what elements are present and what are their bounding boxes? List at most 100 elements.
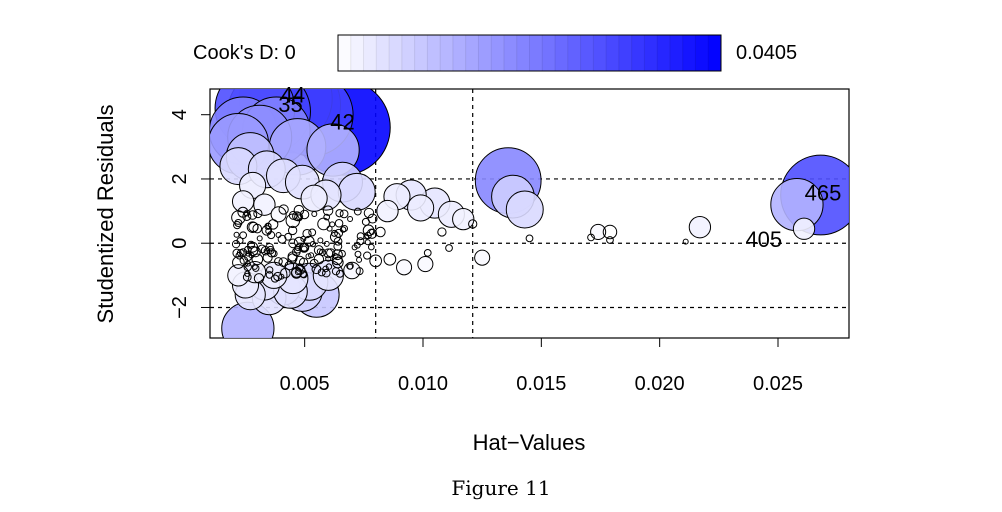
data-point [242, 211, 252, 221]
data-point [407, 194, 435, 222]
data-point [383, 252, 397, 266]
data-point [260, 245, 271, 256]
data-point [334, 218, 344, 228]
data-point [364, 239, 371, 246]
scale-step [376, 35, 390, 71]
data-points [210, 89, 849, 338]
data-point [284, 260, 295, 271]
scale-step [682, 35, 696, 71]
data-point [267, 219, 279, 230]
data-point [238, 248, 248, 257]
data-point [317, 268, 326, 277]
scale-step [350, 35, 365, 71]
data-point [376, 199, 399, 223]
scale-bar-border [337, 34, 722, 72]
data-point [369, 254, 383, 268]
scale-step [657, 35, 671, 71]
data-point [243, 262, 252, 272]
data-point [367, 213, 378, 224]
data-point [270, 206, 287, 223]
scale-step [555, 35, 569, 71]
point-label: 44 [281, 82, 305, 107]
data-point [265, 271, 274, 279]
scale-step [389, 35, 403, 71]
data-point [253, 273, 265, 284]
y-axis: −2 0 2 4 [169, 109, 210, 319]
data-point [239, 256, 249, 265]
data-point [682, 238, 689, 245]
scale-step [695, 35, 709, 71]
data-point [332, 252, 339, 259]
data-point [261, 225, 273, 236]
data-point [277, 234, 287, 244]
data-point [351, 244, 358, 251]
x-tick-label: 0.005 [280, 373, 330, 395]
data-point [325, 255, 332, 262]
data-point [300, 184, 328, 212]
data-point [339, 209, 349, 219]
data-point [468, 219, 478, 229]
y-tick-label: 0 [169, 238, 191, 249]
scale-max-label: 0.0405 [736, 42, 797, 64]
y-tick-label: 4 [169, 109, 191, 120]
data-point [474, 249, 491, 266]
data-point [293, 236, 305, 248]
data-point [266, 266, 274, 274]
scale-step [593, 35, 607, 71]
data-point [270, 274, 280, 283]
data-point [311, 210, 318, 217]
data-point [309, 258, 319, 268]
data-point [294, 212, 304, 222]
data-point [354, 250, 362, 258]
data-point [356, 237, 365, 246]
scale-step [516, 35, 530, 71]
scale-step [708, 35, 722, 71]
data-point [322, 268, 331, 278]
data-point [256, 235, 263, 242]
data-point [247, 210, 258, 220]
x-tick-label: 0.025 [753, 373, 803, 395]
data-point [290, 267, 302, 279]
data-point [337, 172, 376, 211]
data-point [356, 256, 363, 263]
data-point [340, 225, 349, 233]
x-tick-label: 0.015 [516, 373, 566, 395]
data-point [339, 226, 347, 233]
point-label: 42 [330, 110, 354, 135]
data-point [333, 236, 343, 246]
data-point [253, 208, 263, 219]
data-point [263, 247, 270, 254]
data-point [239, 231, 248, 240]
data-point [336, 269, 344, 278]
data-point [396, 259, 413, 276]
data-point [363, 207, 375, 219]
x-tick-label: 0.020 [635, 373, 685, 395]
x-axis: 0.005 0.010 0.015 0.020 0.025 [280, 337, 803, 395]
data-point [248, 252, 255, 259]
data-point [323, 248, 334, 259]
data-point [346, 262, 354, 270]
scale-step [363, 35, 377, 71]
data-point [367, 243, 375, 251]
data-point [606, 236, 614, 244]
data-point [363, 251, 372, 260]
data-point [274, 257, 283, 266]
data-point [251, 253, 264, 266]
data-point [323, 213, 331, 221]
scale-step [427, 35, 441, 71]
data-point [309, 241, 317, 248]
scale-step [452, 35, 467, 71]
data-point [294, 255, 305, 266]
data-point [505, 190, 544, 229]
point-label: 35 [278, 92, 302, 117]
data-point [688, 215, 712, 239]
cooks-d-color-scale [338, 35, 722, 71]
point-label: 465 [805, 180, 842, 205]
scale-step [338, 35, 352, 71]
data-point [356, 232, 365, 241]
data-point [587, 233, 595, 242]
data-point [299, 242, 309, 252]
data-point [232, 248, 242, 258]
